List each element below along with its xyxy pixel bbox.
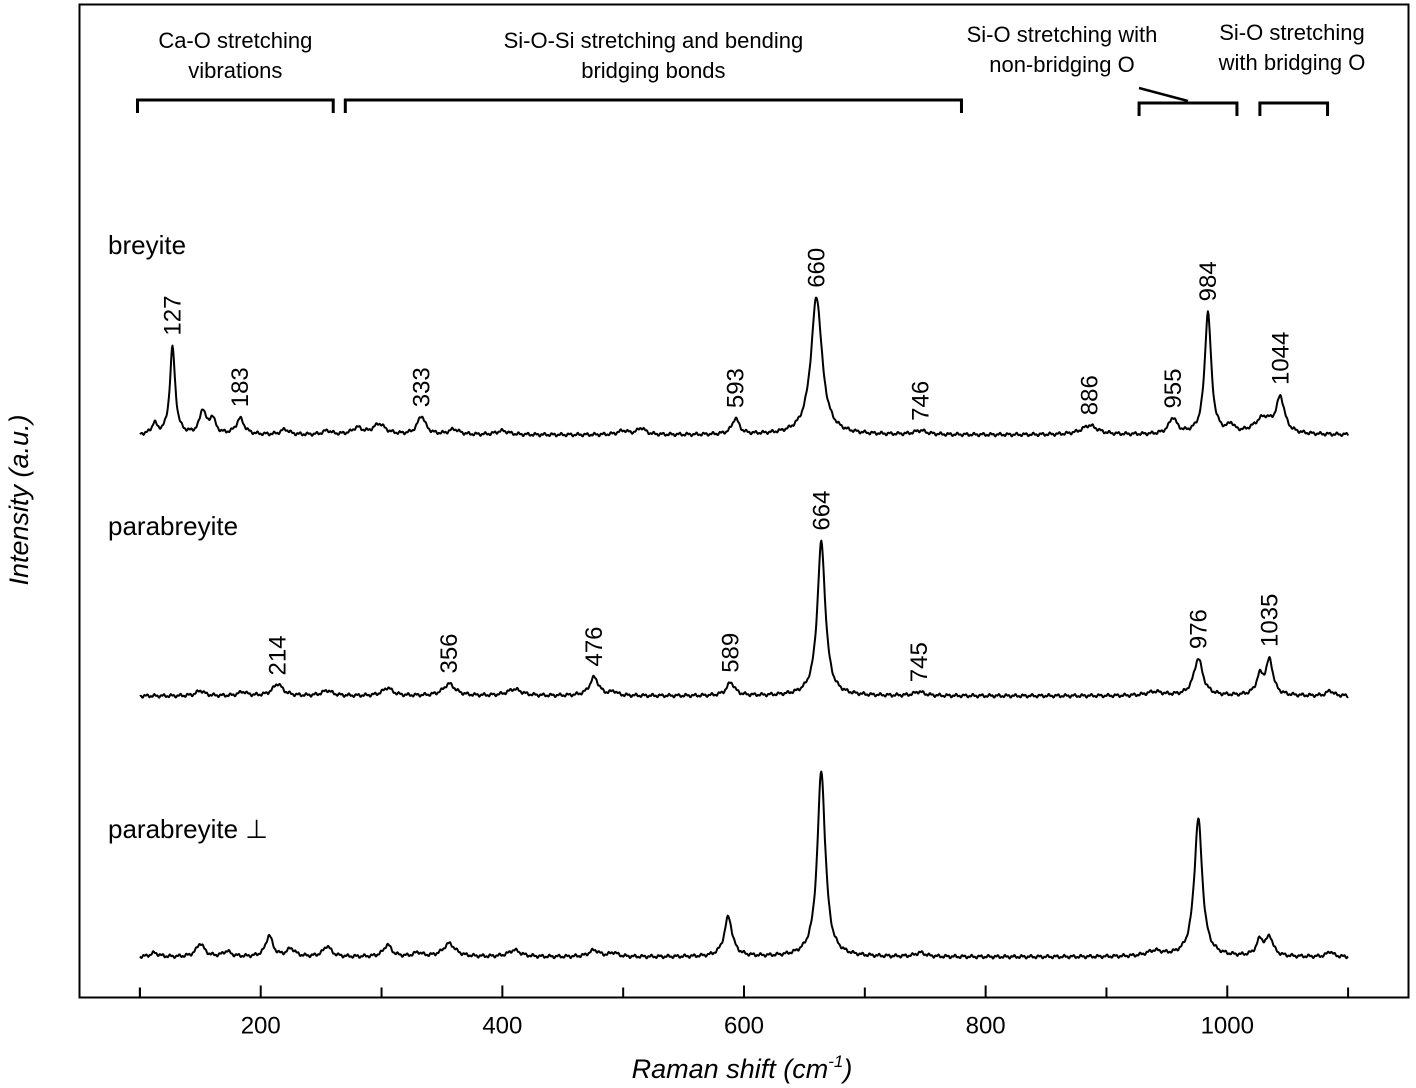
band-bracket [343,98,963,113]
spectra-traces [139,296,1350,960]
band-bracket [135,98,335,113]
peak-label: 356 [436,633,463,673]
x-axis: 200 400 600 800 1000 [138,985,1350,1040]
band-label: non-bridging O [989,52,1135,77]
peak-label: 664 [808,491,835,531]
series-label: parabreyite ⊥ [108,814,268,844]
band-label: vibrations [188,58,282,83]
peak-label: 333 [408,367,435,407]
series-label: parabreyite [108,511,238,541]
series-and-peak-labels: breyite 127 183 333 593 660 746 886 955 984 1044 pa… [108,230,1294,844]
x-axis-label-text: Raman shift (cm [632,1054,829,1084]
band-label: Ca-O stretching [158,28,312,53]
x-axis-label: Raman shift (cm-1) [632,1052,853,1084]
peak-label: 476 [581,626,608,666]
x-tick-label: 400 [482,1013,522,1040]
peak-label: 127 [160,296,187,336]
peak-label: 183 [227,367,254,407]
band-bracket [1258,101,1330,116]
peak-label: 589 [718,633,745,673]
peak-label: 984 [1195,261,1222,301]
peak-label: 976 [1185,609,1212,649]
x-tick-label: 200 [241,1013,281,1040]
band-label: Si-O-Si stretching and bending [504,28,804,53]
peak-label: 886 [1077,375,1104,415]
peak-label: 746 [907,381,934,421]
band-bracket [1137,101,1239,116]
peak-label: 660 [803,248,830,288]
peak-label: 1035 [1257,594,1284,647]
spectrum-line [139,296,1350,438]
band-label: bridging bonds [581,58,725,83]
peak-label: 214 [265,635,292,675]
band-label: Si-O stretching [1219,20,1365,45]
band-pointer [1138,86,1189,103]
plot-frame [78,3,1410,999]
x-tick-label: 600 [724,1013,764,1040]
peak-label: 593 [723,368,750,408]
peak-label: 745 [906,642,933,682]
peak-label: 955 [1160,368,1187,408]
x-tick-label: 800 [966,1013,1006,1040]
peak-label: 1044 [1267,332,1294,385]
x-axis-label-close: ) [840,1054,852,1084]
spectrum-line [139,770,1349,960]
x-tick-label: 1000 [1201,1013,1254,1040]
series-label: breyite [108,230,186,260]
band-label: Si-O stretching with [967,22,1158,47]
x-axis-label-superscript: -1 [828,1052,843,1071]
band-label: with bridging O [1218,50,1366,75]
y-axis-label: Intensity (a.u.) [4,414,34,585]
band-annotations: Ca-O stretching vibrations Si-O-Si stretch… [135,20,1366,116]
spectrum-line [139,539,1349,699]
